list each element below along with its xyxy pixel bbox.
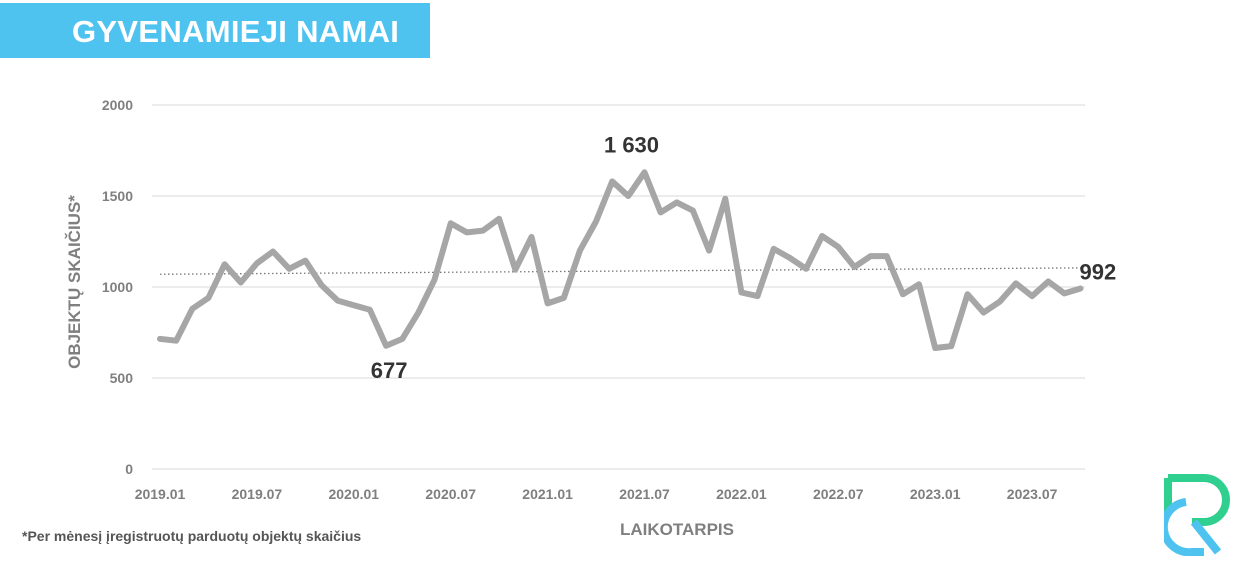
- data-point: [433, 278, 437, 282]
- data-point: [352, 303, 356, 307]
- data-point: [1062, 291, 1066, 295]
- data-point: [852, 265, 856, 269]
- data-point: [723, 197, 727, 201]
- data-point: [901, 292, 905, 296]
- y-tick-label: 1000: [102, 279, 133, 295]
- data-point: [320, 283, 323, 287]
- data-point: [594, 219, 598, 223]
- data-point: [416, 310, 420, 314]
- data-point: [933, 346, 937, 350]
- data-point: [303, 259, 307, 263]
- data-point: [481, 229, 485, 233]
- data-point: [675, 200, 679, 204]
- x-tick-label: 2020.07: [425, 486, 476, 502]
- data-point: [223, 262, 227, 266]
- data-point: [659, 210, 663, 214]
- rc-logo-icon: [1159, 472, 1234, 561]
- data-point: [885, 254, 889, 258]
- data-point: [190, 307, 194, 311]
- data-point: [820, 234, 824, 238]
- x-tick-label: 2023.01: [910, 486, 961, 502]
- data-point: [562, 296, 566, 300]
- data-point: [271, 250, 275, 254]
- data-point: [287, 267, 291, 271]
- x-tick-label: 2021.01: [522, 486, 573, 502]
- data-point: [982, 310, 986, 314]
- data-point: [206, 296, 210, 300]
- page-title: GYVENAMIEJI NAMAI: [72, 14, 400, 49]
- series-line: [157, 169, 1084, 351]
- data-point: [966, 292, 969, 296]
- footnote: *Per mėnesį įregistruotų parduotų objekt…: [22, 528, 362, 544]
- data-point: [529, 235, 533, 239]
- y-axis-title: OBJEKTŲ SKAIČIUS*: [65, 195, 84, 369]
- data-point: [336, 299, 340, 303]
- data-label: 992: [1080, 259, 1117, 284]
- data-point: [174, 339, 178, 343]
- x-tick-label: 2021.07: [619, 486, 670, 502]
- data-point: [578, 249, 582, 253]
- data-point: [610, 179, 614, 183]
- data-point: [449, 221, 453, 225]
- x-axis-title: LAIKOTARPIS: [620, 520, 734, 539]
- data-point: [368, 308, 372, 312]
- title-banner: GYVENAMIEJI NAMAI: [0, 3, 430, 58]
- x-tick-label: 2020.01: [328, 486, 379, 502]
- data-point: [707, 249, 711, 253]
- data-label: 677: [371, 358, 408, 383]
- y-tick-label: 0: [125, 461, 133, 477]
- data-point: [788, 256, 792, 260]
- data-point: [772, 247, 776, 251]
- x-tick-label: 2023.07: [1007, 486, 1058, 502]
- data-point: [1014, 281, 1018, 285]
- x-tick-label: 2022.07: [813, 486, 864, 502]
- data-point: [1030, 294, 1034, 298]
- data-point: [756, 294, 760, 298]
- data-point: [804, 267, 808, 271]
- data-point: [546, 301, 550, 305]
- data-point: [869, 254, 873, 258]
- data-point: [384, 344, 388, 348]
- data-point: [239, 280, 243, 284]
- data-point: [691, 209, 695, 213]
- data-point: [626, 194, 630, 198]
- data-point: [836, 245, 840, 249]
- data-label: 1 630: [604, 132, 659, 157]
- data-point: [739, 290, 743, 294]
- data-point: [998, 300, 1002, 304]
- data-point: [949, 344, 953, 348]
- x-tick-label: 2019.01: [135, 486, 186, 502]
- y-tick-label: 1500: [102, 188, 133, 204]
- data-point: [255, 261, 259, 265]
- data-point: [465, 230, 469, 234]
- trendline: [159, 267, 1081, 275]
- data-point: [917, 282, 921, 286]
- data-point: [513, 268, 517, 272]
- y-tick-label: 500: [110, 370, 134, 386]
- data-point: [158, 337, 162, 341]
- x-tick-label: 2022.01: [716, 486, 767, 502]
- x-tick-label: 2019.07: [232, 486, 283, 502]
- data-point: [643, 170, 646, 174]
- data-point: [1046, 280, 1050, 284]
- data-point: [400, 337, 404, 341]
- data-point: [497, 217, 501, 221]
- y-tick-label: 2000: [102, 97, 133, 113]
- data-point: [1079, 286, 1083, 290]
